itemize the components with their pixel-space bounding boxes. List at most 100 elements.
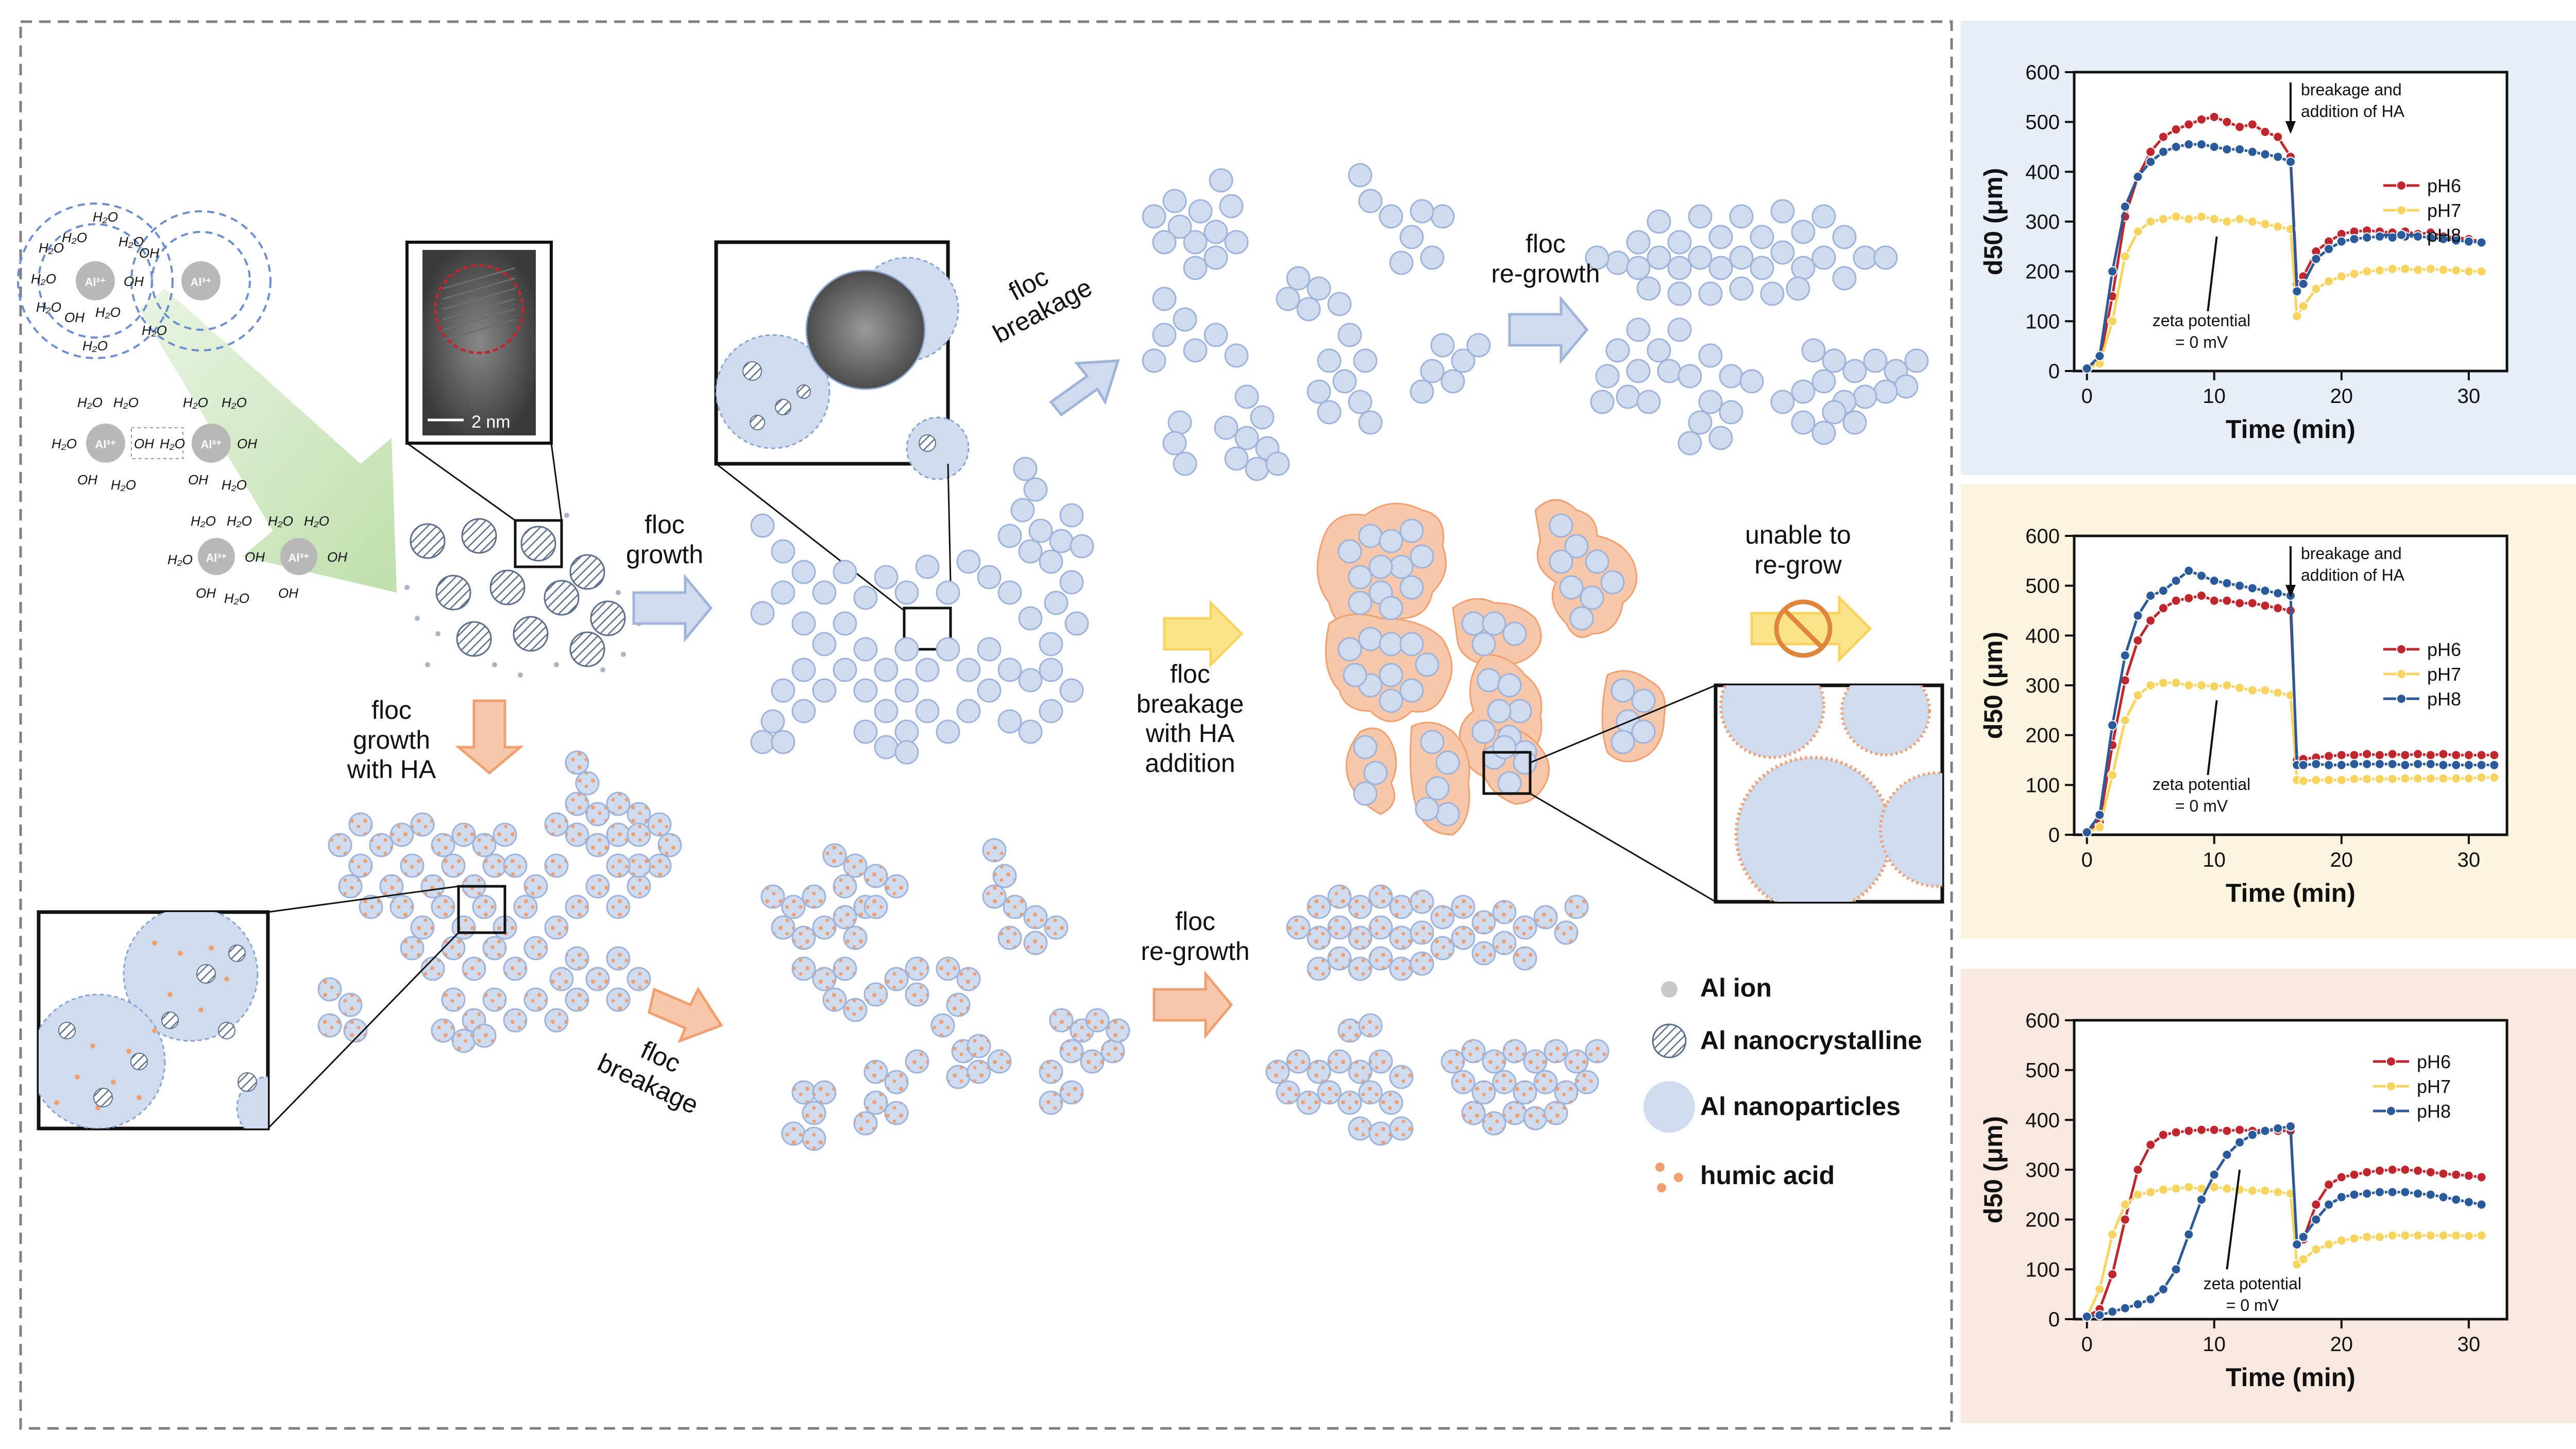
- zeta-arrow: [2207, 700, 2218, 776]
- legend-marker-pH7: [2396, 669, 2406, 679]
- blue-floc-broken: [1142, 163, 1491, 481]
- data-point-pH8: [2298, 278, 2309, 289]
- data-point-pH8: [2451, 235, 2462, 246]
- data-point-pH6: [2476, 750, 2487, 761]
- data-point-pH8: [2081, 363, 2092, 374]
- label-floc-growth-ha: floc growth with HA: [347, 696, 436, 784]
- data-point-pH6: [2336, 750, 2347, 761]
- data-point-pH8: [2324, 1199, 2334, 1210]
- blue-floc-regrown: [1585, 199, 1929, 456]
- y-tick-label: 300: [2025, 211, 2060, 233]
- legend-icons: [1643, 981, 1695, 1192]
- svg-text:Al³⁺: Al³⁺: [206, 551, 227, 564]
- data-point-pH7: [2247, 685, 2258, 696]
- svg-text:H₂O: H₂O: [118, 234, 144, 249]
- data-point-pH7: [2476, 1230, 2487, 1241]
- data-point-pH7: [2476, 772, 2487, 783]
- al-nanoparticles-icon: [1643, 1081, 1695, 1133]
- data-point-pH8: [2336, 236, 2347, 247]
- data-point-pH7: [2489, 772, 2500, 783]
- breakage-annotation: breakage and: [2301, 80, 2402, 99]
- svg-text:H₂O: H₂O: [183, 395, 208, 410]
- data-point-pH7: [2247, 1185, 2258, 1196]
- data-point-pH8: [2081, 1311, 2092, 1322]
- data-point-pH8: [2260, 149, 2270, 160]
- x-axis-label: Time (min): [2226, 415, 2355, 444]
- data-point-pH6: [2451, 750, 2462, 761]
- svg-text:H₂O: H₂O: [82, 338, 108, 353]
- svg-text:H₂O: H₂O: [142, 323, 167, 338]
- data-point-pH7: [2273, 1187, 2283, 1198]
- data-point-pH8: [2292, 1239, 2302, 1250]
- data-point-pH7: [2158, 678, 2168, 688]
- data-point-pH8: [2222, 144, 2232, 155]
- data-point-pH7: [2132, 226, 2143, 237]
- arrow-floc-breakage-ha: [1163, 599, 1244, 668]
- ha-floc-regrown: [1265, 884, 1609, 1146]
- svg-text:H₂O: H₂O: [52, 436, 77, 451]
- y-tick-label: 0: [2048, 824, 2060, 847]
- data-point-pH7: [2273, 221, 2283, 232]
- zeta-annotation: zeta potential: [2204, 1274, 2301, 1293]
- x-tick-label: 0: [2081, 849, 2093, 871]
- svg-text:Al³⁺: Al³⁺: [289, 551, 310, 564]
- data-point-pH8: [2438, 760, 2449, 770]
- legend-marker-pH8: [2386, 1106, 2396, 1116]
- data-point-pH8: [2476, 1199, 2487, 1210]
- data-point-pH8: [2311, 254, 2321, 264]
- data-point-pH7: [2094, 822, 2105, 833]
- data-point-pH7: [2463, 266, 2474, 277]
- x-tick-label: 0: [2081, 385, 2093, 408]
- data-point-pH8: [2094, 1310, 2105, 1321]
- data-point-pH8: [2438, 233, 2449, 244]
- data-point-pH7: [2183, 680, 2194, 690]
- data-point-pH7: [2374, 1232, 2385, 1242]
- data-point-pH7: [2234, 214, 2245, 225]
- zeta-arrow: [2226, 1169, 2241, 1270]
- data-point-pH8: [2107, 266, 2118, 277]
- al-ion-dots: [404, 513, 641, 678]
- data-point-pH6: [2489, 750, 2500, 761]
- data-point-pH7: [2400, 263, 2411, 274]
- data-point-pH7: [2400, 1230, 2411, 1241]
- data-point-pH8: [2196, 1194, 2207, 1205]
- data-point-pH7: [2387, 263, 2398, 274]
- legend-label-al-ion: Al ion: [1700, 973, 1772, 1002]
- data-point-pH6: [2234, 598, 2245, 609]
- data-point-pH7: [2094, 1284, 2105, 1294]
- al-ion-label: Al³⁺: [191, 276, 212, 289]
- svg-text:H₂O: H₂O: [268, 513, 293, 529]
- y-tick-label: 600: [2025, 1009, 2060, 1032]
- y-tick-label: 200: [2025, 261, 2060, 283]
- y-tick-label: 400: [2025, 161, 2060, 183]
- y-tick-label: 0: [2048, 360, 2060, 383]
- data-point-pH8: [2336, 760, 2347, 770]
- data-point-pH7: [2476, 266, 2487, 277]
- y-axis-label: d50 (μm): [1979, 632, 2008, 739]
- data-point-pH8: [2183, 1229, 2194, 1240]
- x-tick-label: 20: [2330, 1333, 2353, 1356]
- data-point-pH6: [2463, 1170, 2474, 1181]
- data-point-pH6: [2158, 1130, 2168, 1140]
- data-point-pH8: [2413, 231, 2424, 242]
- data-point-pH8: [2463, 236, 2474, 247]
- data-point-pH7: [2413, 1230, 2424, 1241]
- y-tick-label: 200: [2025, 1209, 2060, 1232]
- data-point-pH6: [2463, 750, 2474, 761]
- data-point-pH7: [2171, 678, 2181, 688]
- data-point-pH7: [2336, 1235, 2347, 1246]
- data-point-pH7: [2158, 1184, 2168, 1195]
- data-point-pH8: [2120, 201, 2130, 212]
- label-floc-regrowth-top: floc re-growth: [1491, 229, 1600, 288]
- data-point-pH6: [2451, 1169, 2462, 1180]
- data-point-pH8: [2374, 759, 2385, 769]
- data-point-pH8: [2476, 760, 2487, 770]
- svg-text:H₂O: H₂O: [111, 477, 136, 493]
- data-point-pH8: [2222, 578, 2232, 588]
- data-point-pH6: [2145, 615, 2156, 626]
- data-point-pH8: [2463, 760, 2474, 770]
- tem-inset-large: [714, 240, 970, 651]
- data-point-pH7: [2171, 211, 2181, 222]
